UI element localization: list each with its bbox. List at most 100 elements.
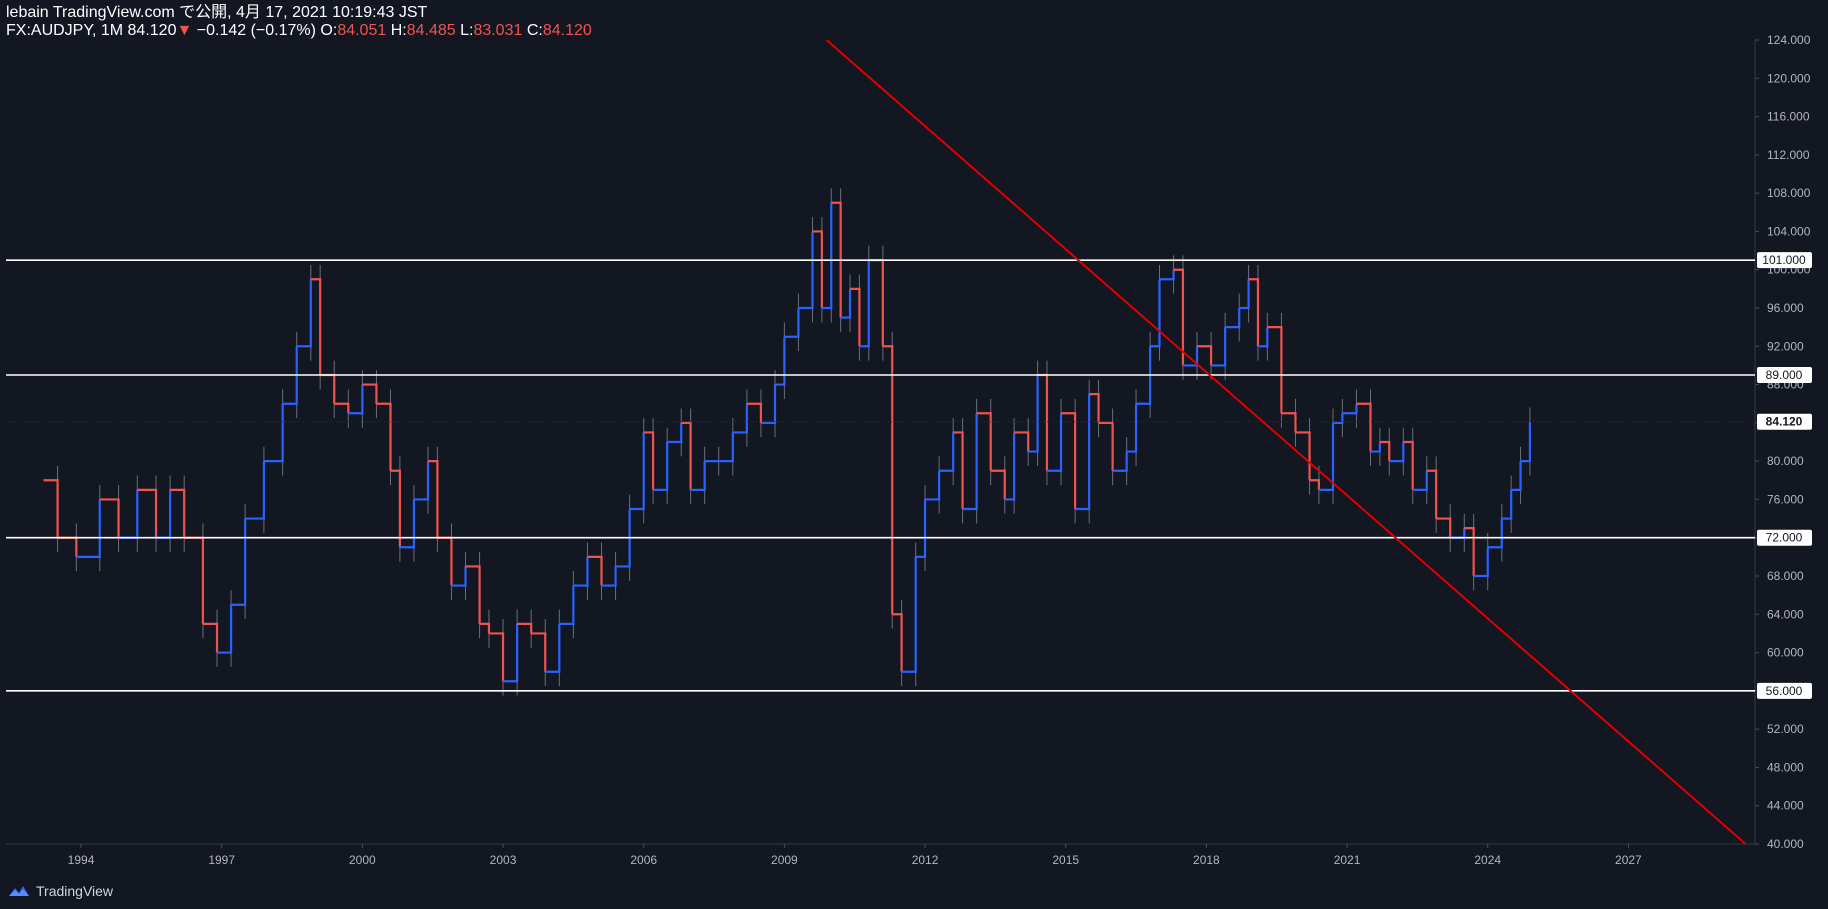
up-bar	[939, 432, 955, 472]
down-bar	[43, 479, 59, 538]
up-bar	[1332, 413, 1344, 424]
chart-header: lebain TradingView.com で公開, 4月 17, 2021 …	[6, 4, 1818, 40]
down-bar	[1098, 421, 1114, 471]
down-bar	[137, 488, 158, 538]
level-label-box	[1757, 252, 1812, 269]
level-label: 101.000	[1762, 253, 1806, 267]
time-tick-label: 2006	[630, 853, 657, 867]
publisher-line: lebain TradingView.com で公開, 4月 17, 2021 …	[6, 4, 428, 21]
down-bar	[953, 431, 964, 509]
up-bar	[915, 499, 927, 558]
level-label: 56.000	[1766, 684, 1803, 698]
up-bar	[559, 585, 575, 625]
price-tick-label: 120.000	[1767, 71, 1811, 85]
interval-label[interactable]: 1M	[100, 22, 124, 39]
down-bar	[868, 259, 884, 347]
down-bar	[57, 536, 78, 557]
time-tick-label: 2024	[1474, 853, 1501, 867]
footer-brand[interactable]: TradingView	[8, 880, 113, 902]
price-change: −0.142 (−0.17%)	[196, 22, 316, 39]
down-bar	[376, 402, 392, 471]
down-bar	[488, 632, 505, 682]
down-bar	[812, 230, 823, 308]
down-bar	[850, 287, 861, 347]
time-tick-label: 2003	[490, 853, 517, 867]
price-tick-label: 104.000	[1767, 224, 1811, 238]
up-bar	[399, 499, 416, 549]
level-label: 89.000	[1766, 368, 1803, 382]
price-tick-label: 116.000	[1767, 110, 1810, 124]
up-bar	[1412, 470, 1428, 491]
close-value: 84.120	[542, 22, 592, 39]
symbol-info-line: FX:AUDJPY, 1M 84.120▼ −0.142 (−0.17%) O:…	[6, 22, 592, 39]
price-tick-label: 64.000	[1767, 607, 1804, 621]
down-bar	[882, 345, 894, 615]
up-bar	[1211, 327, 1227, 367]
down-bar	[362, 383, 378, 404]
down-bar	[184, 536, 205, 624]
price-tick-label: 52.000	[1767, 722, 1804, 736]
up-bar	[601, 566, 617, 587]
price-tick-label: 124.000	[1767, 33, 1811, 47]
up-bar	[118, 489, 139, 539]
price-tick-label: 108.000	[1767, 186, 1811, 200]
down-bar	[1061, 412, 1077, 509]
down-bar	[1464, 527, 1475, 576]
down-bar	[1403, 440, 1414, 490]
down-bar	[643, 431, 655, 490]
up-bar	[76, 499, 101, 558]
price-tick-label: 92.000	[1767, 339, 1804, 353]
up-bar	[1182, 346, 1199, 367]
up-bar	[231, 518, 247, 606]
price-tick-label: 68.000	[1767, 569, 1804, 583]
down-bar	[202, 622, 219, 653]
down-bar	[1309, 479, 1321, 490]
up-bar	[1136, 346, 1152, 405]
low-value: 83.031	[473, 22, 523, 39]
up-bar	[1473, 547, 1489, 578]
down-bar	[320, 373, 336, 404]
up-bar	[413, 461, 430, 501]
down-bar	[390, 469, 401, 548]
down-bar	[976, 412, 992, 471]
up-bar	[156, 489, 172, 539]
up-bar	[760, 384, 777, 424]
up-bar	[545, 623, 561, 673]
close-label: C:	[526, 22, 543, 39]
down-bar	[1248, 278, 1260, 347]
down-bar	[990, 469, 1006, 500]
up-bar	[615, 509, 631, 568]
up-bar	[667, 422, 683, 444]
up-bar	[1075, 394, 1091, 511]
price-tick-label: 96.000	[1767, 301, 1804, 315]
open-label: O:	[320, 22, 338, 39]
up-bar	[690, 461, 706, 491]
price-tick-label: 80.000	[1767, 454, 1804, 468]
symbol-name[interactable]: FX:AUDJPY	[6, 22, 92, 39]
down-bar	[310, 278, 322, 375]
up-bar	[1520, 421, 1532, 463]
down-bar	[517, 622, 533, 634]
last-price: 84.120	[127, 22, 177, 39]
down-bar	[1037, 373, 1049, 471]
time-tick-label: 2027	[1615, 853, 1642, 867]
down-bar	[1356, 402, 1372, 452]
up-bar	[718, 432, 734, 463]
down-bar	[681, 421, 692, 490]
trendline	[825, 40, 1747, 844]
up-bar	[1257, 327, 1269, 348]
down-bar	[170, 488, 186, 538]
up-bar	[1159, 269, 1175, 281]
up-bar	[821, 202, 833, 310]
tradingview-logo-icon	[9, 886, 29, 896]
up-bar	[1511, 461, 1522, 491]
up-bar	[1225, 308, 1241, 329]
down-bar	[1426, 469, 1438, 519]
time-tick-label: 2018	[1193, 853, 1220, 867]
up-bar	[798, 231, 814, 310]
level-label-box	[1757, 529, 1812, 546]
down-bar	[1014, 431, 1030, 452]
down-bar	[1089, 393, 1100, 423]
